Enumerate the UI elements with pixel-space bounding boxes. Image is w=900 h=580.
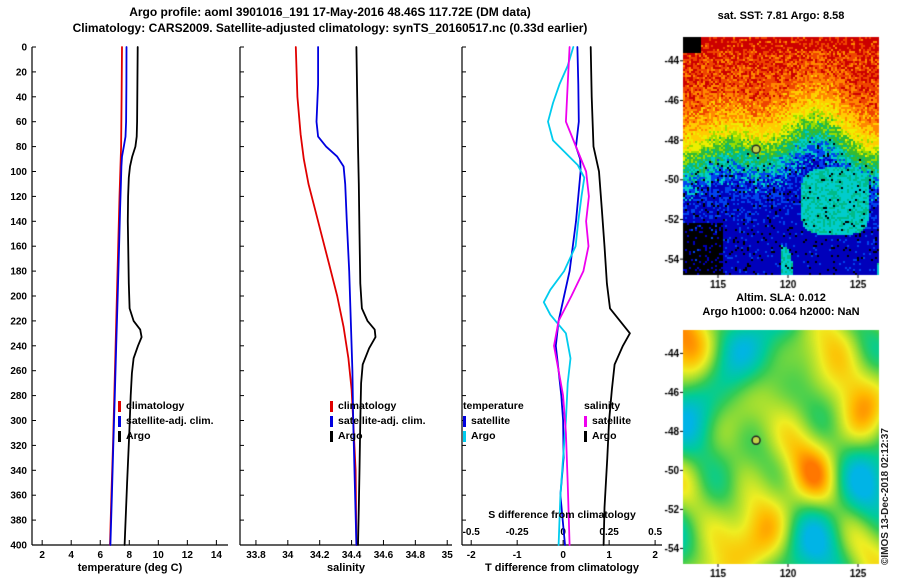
sla-map-subtitle: Argo h1000: 0.064 h2000: NaN bbox=[702, 306, 860, 318]
svg-text:34.6: 34.6 bbox=[374, 550, 394, 561]
svg-text:8: 8 bbox=[126, 550, 132, 561]
svg-text:34.8: 34.8 bbox=[406, 550, 426, 561]
svg-text:0.25: 0.25 bbox=[599, 527, 619, 538]
legend-item: satellite bbox=[463, 414, 524, 429]
svg-text:320: 320 bbox=[10, 441, 27, 452]
legend-marker bbox=[118, 416, 121, 427]
svg-text:100: 100 bbox=[10, 167, 27, 178]
svg-text:10: 10 bbox=[153, 550, 165, 561]
legend-label: temperature bbox=[463, 400, 524, 412]
legend-salinity-panel: climatology satellite-adj. clim. Argo bbox=[330, 399, 426, 444]
svg-text:4: 4 bbox=[68, 550, 74, 561]
svg-text:-0.25: -0.25 bbox=[506, 527, 529, 538]
legend-label: climatology bbox=[338, 400, 397, 412]
svg-text:2: 2 bbox=[39, 550, 45, 561]
svg-text:180: 180 bbox=[10, 267, 27, 278]
svg-text:400: 400 bbox=[10, 541, 27, 552]
legend-marker bbox=[584, 431, 587, 442]
legend-marker bbox=[118, 401, 121, 412]
svg-text:60: 60 bbox=[16, 117, 28, 128]
svg-text:360: 360 bbox=[10, 491, 27, 502]
svg-text:34.2: 34.2 bbox=[310, 550, 330, 561]
svg-text:20: 20 bbox=[16, 67, 28, 78]
svg-text:34.4: 34.4 bbox=[342, 550, 362, 561]
svg-text:0: 0 bbox=[21, 43, 27, 54]
legend-item: Argo bbox=[118, 429, 214, 444]
svg-text:200: 200 bbox=[10, 292, 27, 303]
svg-text:40: 40 bbox=[16, 92, 28, 103]
legend-label: satellite bbox=[471, 415, 511, 427]
legend-label: salinity bbox=[584, 400, 621, 412]
legend-item: satellite bbox=[584, 414, 631, 429]
legend-marker bbox=[463, 431, 466, 442]
svg-text:380: 380 bbox=[10, 516, 27, 527]
svg-text:33.8: 33.8 bbox=[246, 550, 266, 561]
legend-difference-salinity: salinity satellite Argo bbox=[584, 399, 631, 444]
legend-marker bbox=[463, 416, 466, 427]
svg-text:80: 80 bbox=[16, 142, 28, 153]
figure-title-line2: Climatology: CARS2009. Satellite-adjuste… bbox=[72, 21, 588, 35]
svg-text:6: 6 bbox=[97, 550, 103, 561]
sla-map bbox=[655, 325, 890, 580]
svg-text:-1: -1 bbox=[513, 550, 522, 561]
svg-text:-2: -2 bbox=[467, 550, 476, 561]
legend-marker bbox=[584, 416, 587, 427]
svg-text:34: 34 bbox=[282, 550, 294, 561]
legend-item: climatology bbox=[330, 399, 426, 414]
legend-label: satellite bbox=[592, 415, 632, 427]
svg-text:300: 300 bbox=[10, 416, 27, 427]
legend-label: Argo bbox=[471, 430, 496, 442]
svg-text:260: 260 bbox=[10, 366, 27, 377]
legend-label: satellite-adj. clim. bbox=[338, 415, 426, 427]
legend-item: salinity bbox=[584, 399, 631, 414]
svg-text:14: 14 bbox=[211, 550, 223, 561]
svg-text:280: 280 bbox=[10, 391, 27, 402]
legend-item: Argo bbox=[330, 429, 426, 444]
legend-item: Argo bbox=[584, 429, 631, 444]
legend-marker bbox=[330, 431, 333, 442]
legend-label: Argo bbox=[126, 430, 151, 442]
legend-difference-temperature: temperature satellite Argo bbox=[463, 399, 524, 444]
svg-text:12: 12 bbox=[182, 550, 194, 561]
s-axis-title: S difference from climatology bbox=[488, 509, 636, 521]
sst-map-title: sat. SST: 7.81 Argo: 8.58 bbox=[717, 10, 845, 22]
legend-item: temperature bbox=[463, 399, 524, 414]
legend-marker bbox=[330, 416, 333, 427]
svg-text:120: 120 bbox=[10, 192, 27, 203]
legend-marker bbox=[118, 431, 121, 442]
xlabel-t-difference: T difference from climatology bbox=[484, 562, 640, 574]
sst-map bbox=[655, 32, 890, 290]
svg-text:-0.5: -0.5 bbox=[463, 527, 481, 538]
legend-marker bbox=[330, 401, 333, 412]
legend-temperature-panel: climatology satellite-adj. clim. Argo bbox=[118, 399, 214, 444]
svg-text:35: 35 bbox=[442, 550, 454, 561]
svg-text:220: 220 bbox=[10, 316, 27, 327]
legend-item: satellite-adj. clim. bbox=[330, 414, 426, 429]
svg-text:1: 1 bbox=[606, 550, 612, 561]
xlabel-salinity: salinity bbox=[327, 562, 365, 574]
svg-text:340: 340 bbox=[10, 466, 27, 477]
legend-label: satellite-adj. clim. bbox=[126, 415, 214, 427]
svg-text:0: 0 bbox=[560, 550, 566, 561]
sla-map-title: Altim. SLA: 0.012 bbox=[736, 292, 826, 304]
svg-text:160: 160 bbox=[10, 242, 27, 253]
legend-label: climatology bbox=[126, 400, 185, 412]
legend-item: Argo bbox=[463, 429, 524, 444]
legend-item: climatology bbox=[118, 399, 214, 414]
xlabel-temperature: temperature (deg C) bbox=[77, 562, 183, 574]
copyright-watermark: ©IMOS 13-Dec-2018 02:12:37 bbox=[880, 428, 891, 565]
legend-item: satellite-adj. clim. bbox=[118, 414, 214, 429]
figure-title-line1: Argo profile: aoml 3901016_191 17-May-20… bbox=[129, 5, 531, 19]
legend-label: Argo bbox=[592, 430, 617, 442]
svg-text:240: 240 bbox=[10, 341, 27, 352]
svg-text:140: 140 bbox=[10, 217, 27, 228]
legend-label: Argo bbox=[338, 430, 363, 442]
